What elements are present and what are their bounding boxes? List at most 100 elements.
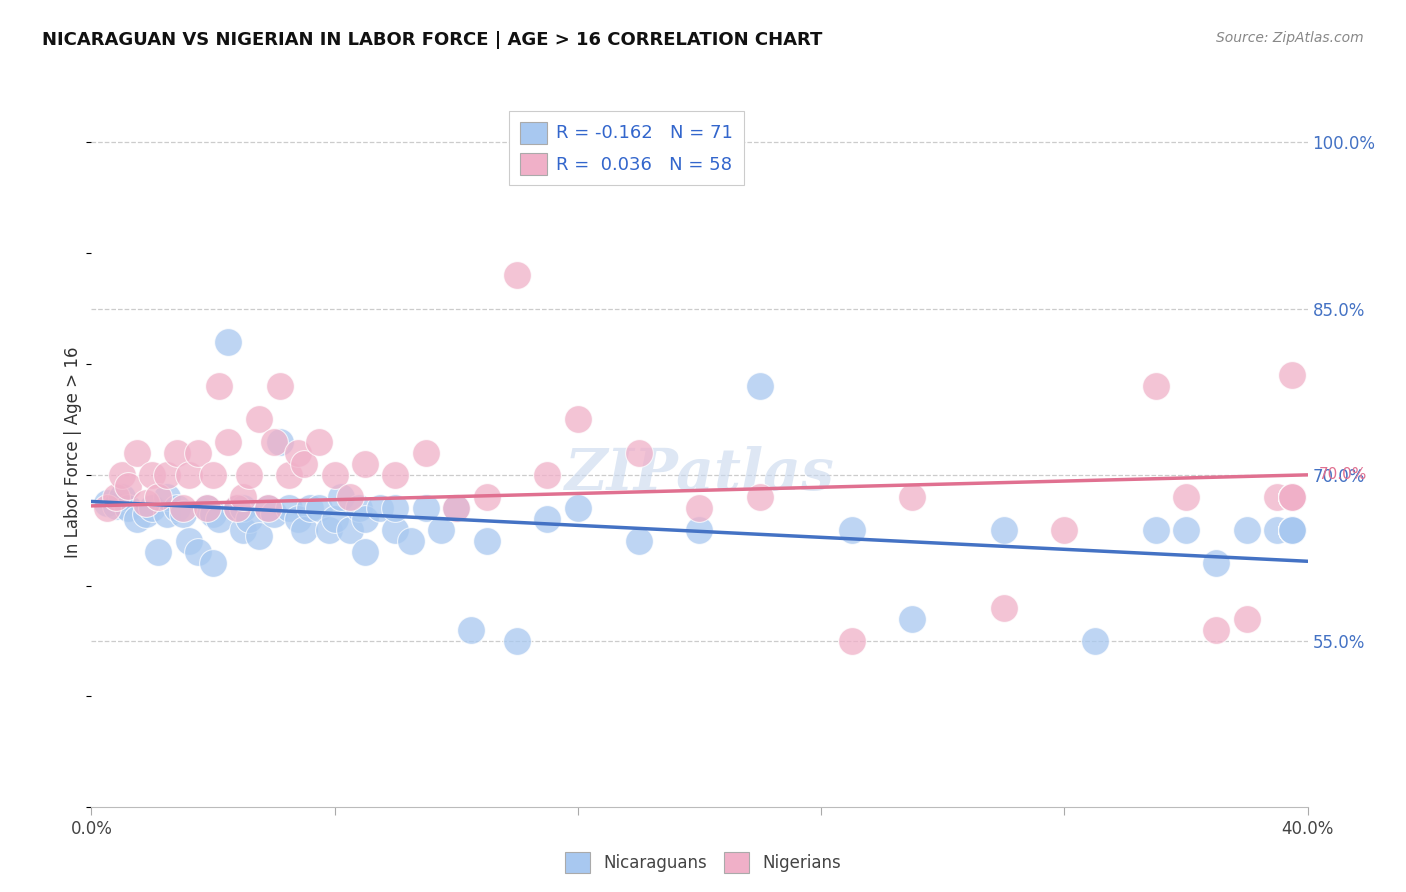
Point bbox=[269, 379, 291, 393]
Point bbox=[247, 412, 270, 426]
Point bbox=[202, 557, 225, 571]
Point bbox=[1281, 523, 1303, 537]
Point bbox=[156, 467, 179, 482]
Point bbox=[202, 507, 225, 521]
Point bbox=[323, 467, 346, 482]
Point bbox=[238, 467, 260, 482]
Point bbox=[1144, 379, 1167, 393]
Point bbox=[166, 501, 188, 516]
Point bbox=[339, 523, 361, 537]
Point bbox=[354, 512, 377, 526]
Point bbox=[278, 501, 301, 516]
Point bbox=[567, 501, 589, 516]
Point bbox=[1281, 523, 1303, 537]
Point bbox=[329, 490, 352, 504]
Point bbox=[177, 534, 200, 549]
Point bbox=[125, 512, 148, 526]
Point bbox=[111, 490, 134, 504]
Point bbox=[177, 467, 200, 482]
Point bbox=[172, 501, 194, 516]
Point bbox=[238, 512, 260, 526]
Point bbox=[202, 467, 225, 482]
Point bbox=[475, 534, 498, 549]
Point bbox=[135, 507, 157, 521]
Point bbox=[308, 434, 330, 449]
Point bbox=[96, 495, 118, 509]
Point bbox=[299, 501, 322, 516]
Point bbox=[195, 501, 218, 516]
Text: Source: ZipAtlas.com: Source: ZipAtlas.com bbox=[1216, 31, 1364, 45]
Y-axis label: In Labor Force | Age > 16: In Labor Force | Age > 16 bbox=[63, 347, 82, 558]
Point bbox=[688, 523, 710, 537]
Point bbox=[536, 512, 558, 526]
Point bbox=[354, 457, 377, 471]
Point bbox=[1265, 490, 1288, 504]
Point bbox=[256, 501, 278, 516]
Point bbox=[506, 634, 529, 648]
Point bbox=[841, 634, 863, 648]
Point bbox=[627, 534, 650, 549]
Point bbox=[104, 490, 127, 504]
Point bbox=[187, 545, 209, 559]
Point bbox=[415, 501, 437, 516]
Point bbox=[1281, 368, 1303, 383]
Point bbox=[172, 507, 194, 521]
Point bbox=[141, 467, 163, 482]
Point bbox=[1281, 523, 1303, 537]
Point bbox=[1205, 623, 1227, 637]
Point bbox=[104, 499, 127, 513]
Point bbox=[148, 490, 170, 504]
Point bbox=[1281, 490, 1303, 504]
Point bbox=[444, 501, 467, 516]
Point bbox=[96, 501, 118, 516]
Point bbox=[1281, 490, 1303, 504]
Point bbox=[318, 523, 340, 537]
Point bbox=[749, 379, 772, 393]
Point bbox=[384, 467, 406, 482]
Point bbox=[232, 523, 254, 537]
Point bbox=[156, 507, 179, 521]
Point bbox=[1144, 523, 1167, 537]
Point bbox=[287, 512, 309, 526]
Point bbox=[111, 467, 134, 482]
Point bbox=[135, 495, 157, 509]
Point bbox=[1281, 523, 1303, 537]
Legend: Nicaraguans, Nigerians: Nicaraguans, Nigerians bbox=[558, 846, 848, 880]
Point bbox=[347, 501, 370, 516]
Point bbox=[475, 490, 498, 504]
Point bbox=[444, 501, 467, 516]
Point bbox=[226, 501, 249, 516]
Point bbox=[1281, 490, 1303, 504]
Point bbox=[263, 434, 285, 449]
Point bbox=[384, 523, 406, 537]
Point bbox=[1205, 557, 1227, 571]
Point bbox=[1174, 490, 1197, 504]
Point bbox=[278, 467, 301, 482]
Text: ZIPatlas: ZIPatlas bbox=[565, 446, 834, 502]
Point bbox=[117, 501, 139, 516]
Point bbox=[125, 446, 148, 460]
Point bbox=[1281, 490, 1303, 504]
Point bbox=[232, 501, 254, 516]
Point bbox=[1174, 523, 1197, 537]
Point bbox=[166, 446, 188, 460]
Point bbox=[117, 479, 139, 493]
Point bbox=[354, 545, 377, 559]
Point bbox=[1281, 523, 1303, 537]
Point bbox=[141, 501, 163, 516]
Point bbox=[217, 434, 239, 449]
Point bbox=[156, 490, 179, 504]
Point bbox=[148, 545, 170, 559]
Point bbox=[627, 446, 650, 460]
Point bbox=[208, 379, 231, 393]
Point bbox=[226, 501, 249, 516]
Point bbox=[308, 501, 330, 516]
Point bbox=[1281, 523, 1303, 537]
Point bbox=[292, 457, 315, 471]
Point bbox=[1236, 612, 1258, 626]
Point bbox=[430, 523, 453, 537]
Point bbox=[1281, 523, 1303, 537]
Point bbox=[287, 446, 309, 460]
Point bbox=[263, 507, 285, 521]
Point bbox=[1053, 523, 1076, 537]
